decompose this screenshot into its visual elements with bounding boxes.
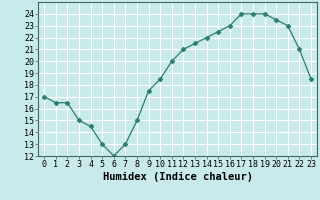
X-axis label: Humidex (Indice chaleur): Humidex (Indice chaleur)	[103, 172, 252, 182]
